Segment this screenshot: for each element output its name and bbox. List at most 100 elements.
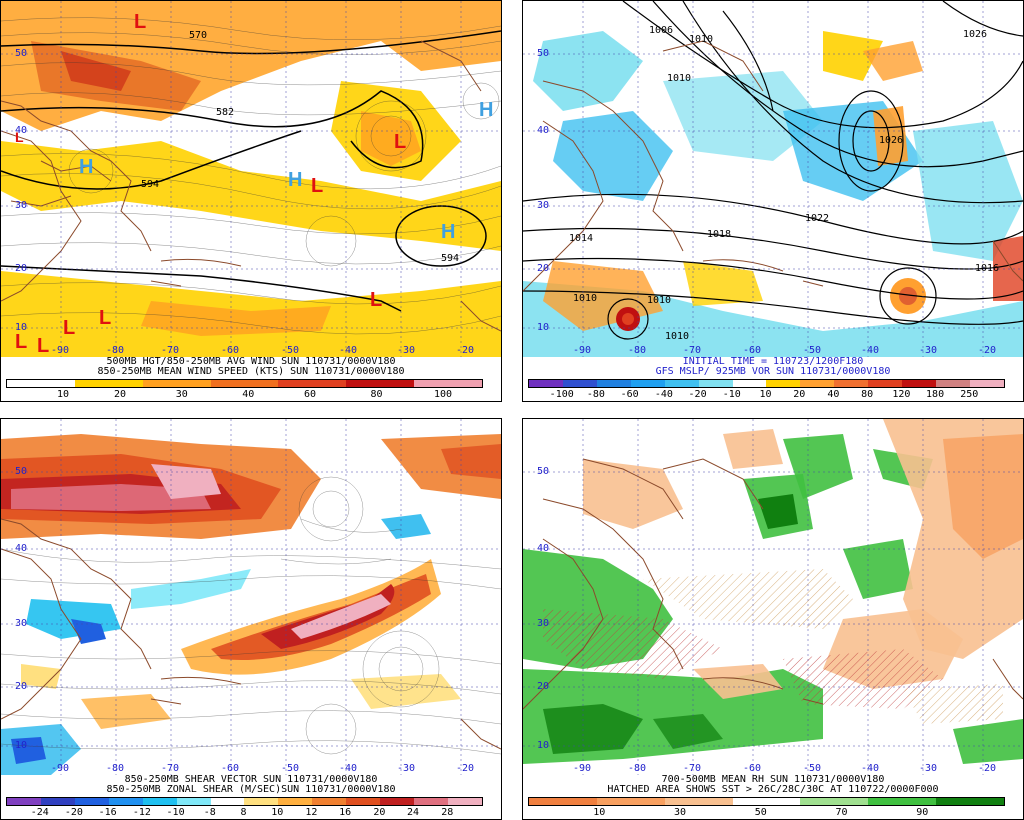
colorbar-ticks: -24 -20 -16 -12 -10 -8 8 10 12 16 20 24 … bbox=[6, 807, 481, 819]
low-pressure-symbol: L bbox=[63, 317, 76, 339]
colorbar bbox=[528, 379, 1005, 388]
lon-label: -80 bbox=[106, 763, 125, 774]
isobar-label: 1010 bbox=[689, 34, 714, 45]
lon-label: -70 bbox=[161, 763, 180, 774]
colorbar-tick: 10 bbox=[271, 807, 284, 818]
lat-label: 40 bbox=[537, 125, 550, 136]
lon-label: -90 bbox=[51, 345, 70, 356]
caption-line-1: 850-250MB SHEAR VECTOR SUN 110731/0000V1… bbox=[124, 774, 378, 785]
panel-mslp-vorticity: 50 40 30 20 10 -90 -80 -70 -60 -50 -40 -… bbox=[522, 0, 1024, 402]
lat-label: 20 bbox=[15, 681, 28, 692]
lat-label: 30 bbox=[537, 618, 550, 629]
wind-speed-map bbox=[1, 1, 501, 357]
colorbar-tick: 16 bbox=[339, 807, 352, 818]
lat-label: 30 bbox=[537, 200, 550, 211]
colorbar bbox=[6, 379, 483, 388]
colorbar-tick: 90 bbox=[916, 807, 929, 818]
colorbar-tick: 120 bbox=[892, 389, 911, 400]
colorbar-tick: 70 bbox=[835, 807, 848, 818]
lat-label: 40 bbox=[15, 543, 28, 554]
contour-label: 582 bbox=[216, 107, 235, 118]
colorbar-tick: 10 bbox=[593, 807, 606, 818]
lon-label: -20 bbox=[978, 345, 997, 356]
low-pressure-symbol: L bbox=[37, 335, 50, 357]
colorbar bbox=[6, 797, 483, 806]
high-pressure-symbol: H bbox=[288, 169, 303, 191]
mean-rh-map bbox=[523, 419, 1023, 775]
low-pressure-symbol: L bbox=[134, 11, 147, 33]
colorbar-tick: 100 bbox=[433, 389, 453, 400]
colorbar-tick: 10 bbox=[56, 389, 70, 400]
lat-label: 30 bbox=[15, 200, 28, 211]
lon-label: -40 bbox=[339, 763, 358, 774]
lon-label: -30 bbox=[919, 763, 938, 774]
colorbar-tick: 24 bbox=[407, 807, 420, 818]
isobar-label: 1010 bbox=[665, 331, 690, 342]
colorbar-tick: -10 bbox=[722, 389, 741, 400]
isobar-label: 1010 bbox=[667, 73, 692, 84]
colorbar-tick: 20 bbox=[373, 807, 386, 818]
lon-label: -20 bbox=[456, 345, 475, 356]
lat-label: 10 bbox=[537, 322, 550, 333]
isobar-label: 1006 bbox=[649, 25, 674, 36]
low-pressure-symbol: L bbox=[370, 289, 383, 311]
lon-label: -20 bbox=[456, 763, 475, 774]
lon-label: -70 bbox=[683, 345, 702, 356]
lat-label: 20 bbox=[537, 263, 550, 274]
colorbar-tick: 40 bbox=[242, 389, 255, 400]
lat-label: 50 bbox=[537, 466, 550, 477]
lon-label: -90 bbox=[573, 345, 592, 356]
isobar-label: 1026 bbox=[879, 135, 904, 146]
low-pressure-symbol: L bbox=[311, 175, 324, 197]
colorbar bbox=[528, 797, 1005, 806]
lon-label: -60 bbox=[743, 345, 762, 356]
colorbar-tick: -20 bbox=[64, 807, 83, 818]
colorbar-tick: 10 bbox=[759, 389, 772, 400]
colorbar-tick: -10 bbox=[166, 807, 185, 818]
caption-line-1: INITIAL TIME = 110723/1200F180 bbox=[682, 356, 864, 367]
isobar-label: 1018 bbox=[707, 229, 732, 240]
lon-label: -80 bbox=[628, 763, 647, 774]
lat-label: 40 bbox=[15, 125, 28, 136]
low-pressure-symbol: L bbox=[15, 129, 24, 145]
colorbar-tick: 180 bbox=[926, 389, 945, 400]
colorbar-tick: -12 bbox=[132, 807, 151, 818]
colorbar-tick: -16 bbox=[98, 807, 117, 818]
colorbar-tick: -100 bbox=[549, 389, 574, 400]
colorbar-tick: 12 bbox=[305, 807, 318, 818]
lon-label: -40 bbox=[861, 345, 880, 356]
lon-label: -80 bbox=[628, 345, 647, 356]
contour-label: 570 bbox=[189, 30, 208, 41]
caption-line-1: 700-500MB MEAN RH SUN 110731/0000V180 bbox=[661, 774, 885, 785]
caption-line-2: 850-250MB ZONAL SHEAR (M/SEC)SUN 110731/… bbox=[106, 784, 396, 795]
colorbar-tick: 20 bbox=[793, 389, 806, 400]
lat-label: 50 bbox=[15, 466, 28, 477]
panel-wind-speed: 50 40 30 20 10 -90 -80 -70 -60 -50 -40 -… bbox=[0, 0, 502, 402]
lon-label: -50 bbox=[803, 345, 822, 356]
caption-line-2: HATCHED AREA SHOWS SST > 26C/28C/30C AT … bbox=[607, 784, 939, 795]
colorbar-tick: 20 bbox=[113, 389, 127, 400]
isobar-label: 1022 bbox=[805, 213, 830, 224]
isobar-label: 1010 bbox=[647, 295, 672, 306]
caption-line-2: 850-250MB MEAN WIND SPEED (KTS) SUN 1107… bbox=[97, 366, 405, 377]
lon-label: -60 bbox=[221, 763, 240, 774]
lon-label: -50 bbox=[803, 763, 822, 774]
colorbar-ticks: 10 30 50 70 90 bbox=[528, 807, 1003, 819]
isobar-label: 1010 bbox=[573, 293, 598, 304]
colorbar-tick: 40 bbox=[827, 389, 840, 400]
high-pressure-symbol: H bbox=[479, 99, 494, 121]
colorbar-tick: 80 bbox=[370, 389, 383, 400]
lon-label: -20 bbox=[978, 763, 997, 774]
lat-label: 20 bbox=[537, 681, 550, 692]
caption-line-2: GFS MSLP/ 925MB VOR SUN 110731/0000V180 bbox=[655, 366, 891, 377]
high-pressure-symbol: H bbox=[441, 221, 456, 243]
colorbar-tick: -40 bbox=[654, 389, 673, 400]
lon-label: -90 bbox=[573, 763, 592, 774]
lon-label: -60 bbox=[743, 763, 762, 774]
colorbar-tick: 80 bbox=[861, 389, 874, 400]
contour-label: 594 bbox=[141, 179, 160, 190]
contour-label: 594 bbox=[441, 253, 460, 264]
colorbar-ticks: -100 -80 -60 -40 -20 -10 10 20 40 80 120… bbox=[528, 389, 1003, 401]
lat-label: 20 bbox=[15, 263, 28, 274]
lat-label: 50 bbox=[537, 48, 550, 59]
